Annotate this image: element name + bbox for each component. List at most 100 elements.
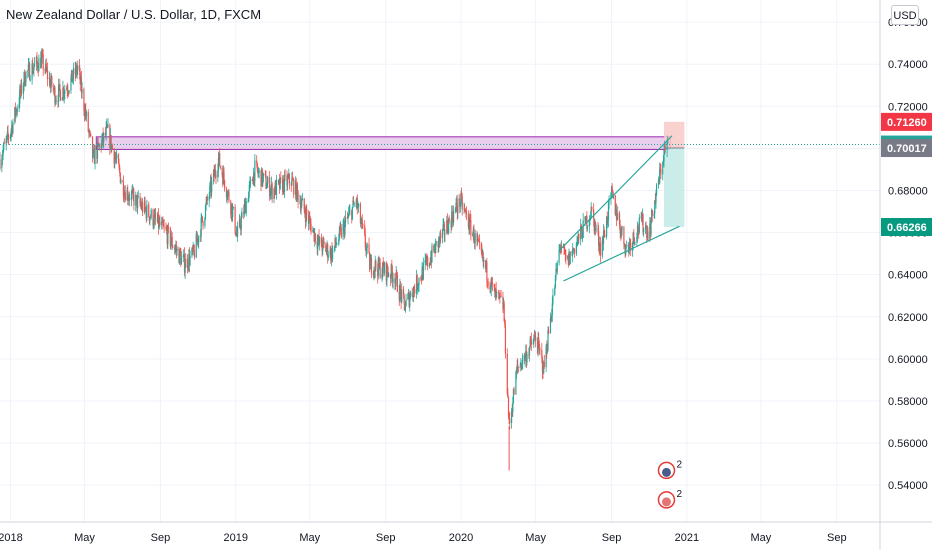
price-tick-label: 0.58000 (888, 396, 928, 408)
candle-body (28, 63, 30, 65)
candle-body (67, 92, 70, 94)
candle-body (97, 141, 99, 145)
candle-body (189, 255, 191, 266)
candle-body (640, 216, 642, 218)
candle-body (499, 293, 501, 297)
candle-body (253, 172, 255, 182)
candle-body (536, 341, 539, 354)
candle-body (543, 361, 545, 368)
candle-body (279, 177, 281, 190)
candle-body (312, 229, 314, 233)
candle-body (15, 109, 17, 116)
candle-body (361, 219, 363, 224)
time-tick-label: 2021 (675, 532, 699, 544)
candle-body (621, 226, 623, 231)
candle-body (72, 68, 75, 80)
candle-body (32, 63, 34, 73)
candle-body (485, 262, 487, 269)
candle-body (227, 191, 229, 193)
candle-body (498, 293, 500, 295)
candle-body (448, 218, 450, 234)
currency-button[interactable]: USD (891, 5, 919, 25)
candle-body (494, 287, 496, 298)
candle-body (456, 209, 458, 213)
candle-body (24, 82, 26, 86)
candle-body (641, 213, 644, 222)
candle-body (61, 97, 63, 101)
time-tick-label: Sep (151, 532, 171, 544)
candle-body (79, 71, 81, 85)
candle-body (274, 182, 276, 195)
candle-body (87, 112, 89, 132)
price-label-text: 0.66266 (887, 222, 927, 234)
candle-body (477, 239, 479, 242)
candle-body (236, 232, 238, 237)
candle-body (534, 335, 536, 337)
candle-body (188, 254, 190, 268)
candle-body (221, 167, 223, 176)
candle-body (222, 175, 224, 185)
candle-body (555, 268, 557, 276)
candle-body (71, 70, 73, 83)
candle-body (128, 198, 131, 200)
candle-body (476, 233, 478, 242)
candle-body (624, 246, 626, 255)
candle-body (16, 108, 18, 112)
candle-body (425, 259, 428, 263)
candle-body (528, 354, 530, 356)
candle-body (500, 296, 502, 298)
price-label-badge (881, 139, 932, 158)
candle-body (407, 294, 409, 300)
candle-body (261, 168, 263, 184)
candle-body (638, 231, 640, 233)
candle-body (556, 262, 558, 272)
candle-body (598, 245, 600, 250)
candle-body (486, 262, 488, 281)
candle-body (206, 197, 208, 203)
price-tick-label: 0.60000 (888, 354, 928, 366)
candle-body (283, 175, 286, 192)
candle-body (100, 144, 102, 149)
candle-body (149, 217, 152, 219)
candle-body (516, 364, 518, 372)
dividend-event-icon[interactable]: 2 (657, 489, 682, 509)
candle-body (417, 286, 419, 289)
candle-body (241, 211, 243, 218)
candle-body (199, 235, 202, 237)
candle-body (338, 227, 341, 240)
price-tick-label: 0.54000 (888, 480, 928, 492)
candle-body (594, 222, 596, 232)
candle-body (651, 209, 653, 223)
candle-body (54, 87, 56, 104)
candle-body (554, 287, 556, 295)
candle-body (378, 262, 381, 267)
candle-body (480, 242, 482, 251)
candle-body (495, 289, 497, 294)
candle-body (63, 93, 65, 97)
candle-body (421, 267, 423, 280)
candle-body (645, 226, 647, 228)
candle-body (287, 177, 289, 179)
candle-body (29, 63, 31, 81)
candle-body (448, 218, 450, 222)
candle-body (5, 139, 7, 144)
candle-body (50, 83, 52, 88)
candle-body (619, 224, 621, 234)
candle-body (245, 201, 247, 214)
candle-body (36, 56, 38, 63)
candle-body (262, 175, 264, 184)
candle-body (106, 125, 108, 127)
candle-body (383, 262, 386, 274)
candle-body (53, 87, 55, 91)
candle-body (506, 353, 508, 394)
candle-body (301, 200, 303, 206)
candle-body (435, 241, 437, 254)
earnings-event-icon[interactable]: 2 (657, 459, 682, 480)
candle-body (271, 183, 273, 199)
candle-body (597, 228, 599, 231)
candle-body (340, 227, 342, 238)
candle-body (602, 230, 605, 244)
candle-body (424, 260, 426, 264)
